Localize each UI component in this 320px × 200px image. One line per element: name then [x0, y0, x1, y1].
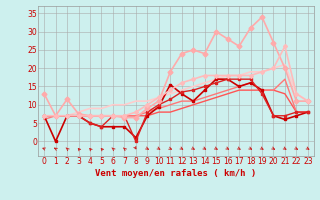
X-axis label: Vent moyen/en rafales ( km/h ): Vent moyen/en rafales ( km/h ): [95, 169, 257, 178]
